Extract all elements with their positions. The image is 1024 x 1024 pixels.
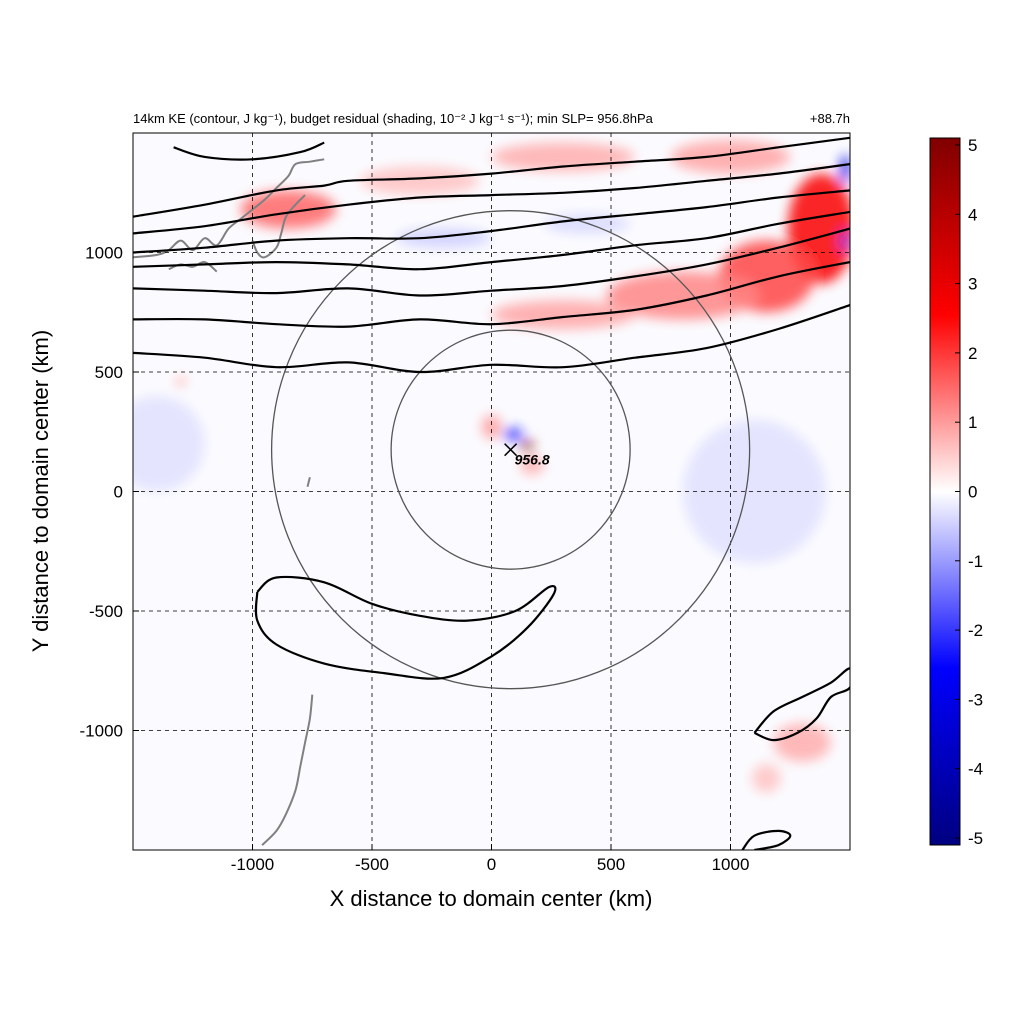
small-island: [306, 476, 311, 487]
coastline-1: [133, 158, 325, 259]
colorbar-ticks: 5 4 3 2 1 0 -1 -2 -3 -4 -5: [955, 136, 983, 848]
plot-layers: [133, 133, 850, 850]
jet-contour-8: [173, 141, 325, 161]
x-tick-label-2: 0: [487, 855, 496, 874]
y-axis-title: Y distance to domain center (km): [28, 330, 53, 652]
y-tick-label-1: 500: [95, 363, 123, 382]
storm-center-marker: 956.8: [504, 443, 550, 468]
residual-patch-15: [773, 723, 831, 762]
residual-patch-7: [670, 140, 791, 174]
jet-contour-5: [133, 189, 850, 254]
colorbar-tick-label-1: 4: [968, 205, 977, 224]
colorbar-tick-label-2: 3: [968, 275, 977, 294]
y-tick-label-0: 1000: [85, 244, 123, 263]
residual-patch-5: [360, 166, 480, 196]
colorbar-tick-label-6: -1: [968, 552, 983, 571]
colorbar-tick-label-4: 1: [968, 413, 977, 432]
jet-contour-6: [133, 163, 850, 235]
jet-contour-7: [133, 136, 850, 218]
south-blob-contour: [254, 575, 557, 680]
residual-patch-13: [520, 455, 545, 475]
x-tick-label-4: 1000: [712, 855, 750, 874]
colorbar-tick-label-9: -4: [968, 760, 983, 779]
colorbar-tick-label-10: -5: [968, 829, 983, 848]
chart-time-label: +88.7h: [810, 111, 850, 126]
residual-patch-10: [520, 441, 535, 451]
x-axis-title: X distance to domain center (km): [330, 886, 653, 911]
jet-contour-2: [133, 261, 850, 328]
southeast-contour: [753, 667, 850, 742]
chart-title: 14km KE (contour, J kg⁻¹), budget residu…: [133, 111, 654, 126]
storm-x-mark: [504, 443, 518, 457]
residual-patch-17: [840, 154, 850, 184]
residual-patch-12: [481, 415, 502, 439]
residual-patch-11: [503, 428, 523, 441]
y-axis-ticks: 1000 500 0 -500 -1000: [80, 244, 139, 741]
residual-patch-18: [841, 230, 849, 251]
range-circle-500km: [390, 329, 631, 570]
colorbar-tick-label-8: -3: [968, 690, 983, 709]
residual-patch-20: [682, 419, 827, 564]
y-tick-label-3: -500: [89, 602, 123, 621]
x-tick-label-3: 500: [597, 855, 625, 874]
range-circle-1000km: [270, 210, 751, 690]
southeast-small-contour: [741, 829, 792, 850]
range-circles: [270, 210, 751, 690]
island-chain: [261, 694, 314, 846]
residual-patch-16: [752, 763, 781, 793]
x-tick-label-1: -500: [355, 855, 389, 874]
y-tick-label-2: 0: [114, 483, 123, 502]
ke-contours: [133, 136, 850, 850]
colorbar-tick-label-7: -2: [968, 621, 983, 640]
residual-patch-4: [240, 190, 337, 229]
y-tick-label-4: -1000: [80, 722, 123, 741]
residual-patch-14: [177, 376, 185, 387]
colorbar-tick-label-5: 0: [968, 483, 977, 502]
jet-contour-4: [133, 210, 850, 271]
x-axis-ticks: -1000 -500 0 500 1000: [231, 844, 750, 874]
colorbar-tick-label-3: 2: [968, 344, 977, 363]
jet-contour-1: [133, 304, 850, 374]
colorbar-tick-label-0: 5: [968, 136, 977, 155]
residual-patch-3: [491, 300, 635, 329]
storm-min-slp-label: 956.8: [515, 452, 550, 468]
residual-patch-19: [133, 395, 205, 492]
x-tick-label-0: -1000: [231, 855, 274, 874]
jet-contour-3: [133, 227, 850, 297]
